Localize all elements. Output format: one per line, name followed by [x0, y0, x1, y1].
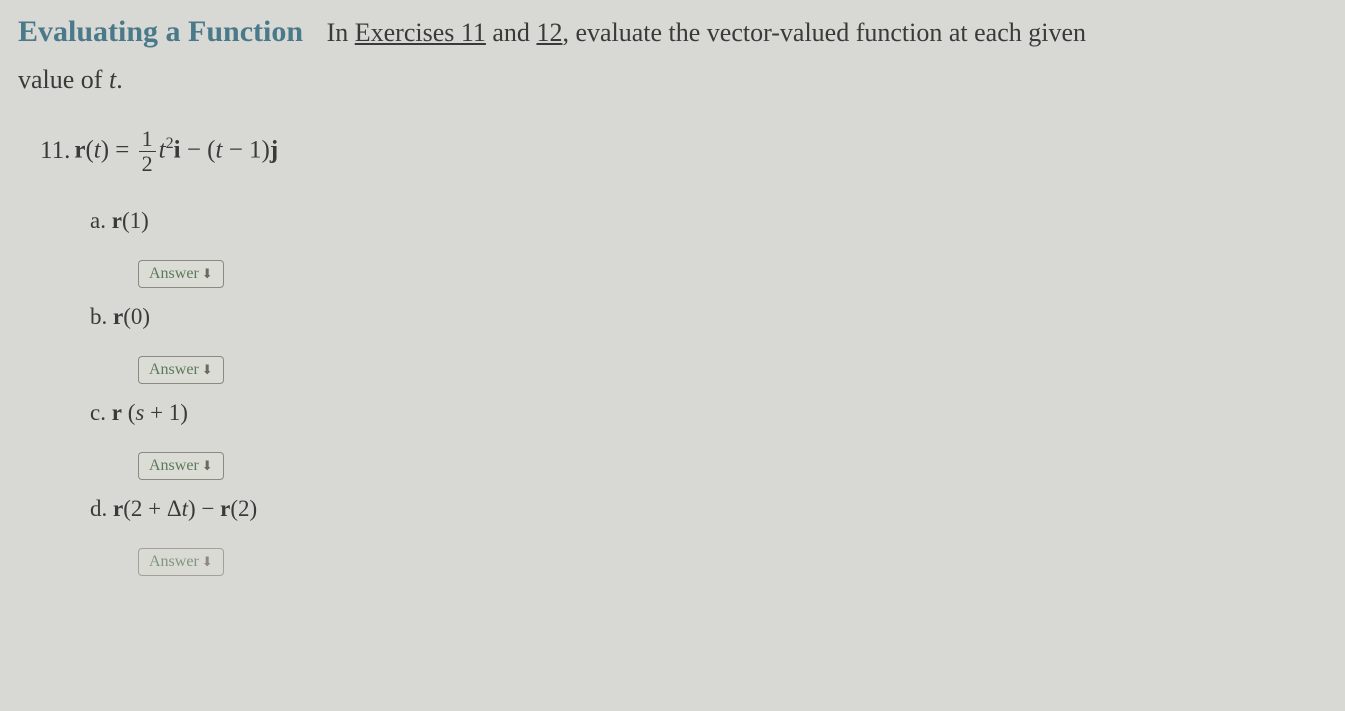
problem-equation: r(t) = 1 2 t2i − (t − 1)j [74, 127, 278, 176]
subpart-c: c. r (s + 1) [90, 400, 1327, 426]
subpart-a: a. r(1) [90, 208, 1327, 234]
answer-button-b[interactable]: Answer⬇ [138, 356, 224, 384]
subpart-c-label: c. r (s + 1) [90, 400, 188, 425]
instruction-text: In Exercises 11 and 12, evaluate the vec… [307, 18, 1086, 47]
section-header: Evaluating a Function In Exercises 11 an… [18, 8, 1327, 57]
answer-button-d[interactable]: Answer⬇ [138, 548, 224, 576]
arrow-down-icon: ⬇ [202, 458, 213, 473]
exercises-11-link[interactable]: Exercises 11 [355, 18, 486, 47]
fraction: 1 2 [139, 127, 156, 176]
subpart-d: d. r(2 + Δt) − r(2) [90, 496, 1327, 522]
arrow-down-icon: ⬇ [202, 362, 213, 377]
answer-button-a[interactable]: Answer⬇ [138, 260, 224, 288]
subpart-a-label: a. r(1) [90, 208, 149, 233]
subpart-b: b. r(0) [90, 304, 1327, 330]
subpart-d-label: d. r(2 + Δt) − r(2) [90, 496, 257, 521]
section-title: Evaluating a Function [18, 15, 303, 48]
arrow-down-icon: ⬇ [202, 266, 213, 281]
subparts-container: a. r(1) Answer⬇ b. r(0) Answer⬇ c. r (s … [90, 208, 1327, 592]
problem-number: 11. [40, 137, 70, 165]
arrow-down-icon: ⬇ [202, 554, 213, 569]
exercises-12-link[interactable]: 12 [536, 18, 562, 47]
answer-button-c[interactable]: Answer⬇ [138, 452, 224, 480]
problem-11: 11. r(t) = 1 2 t2i − (t − 1)j [40, 127, 1327, 176]
instruction-line-2: value of t. [18, 65, 1327, 95]
subpart-b-label: b. r(0) [90, 304, 150, 329]
